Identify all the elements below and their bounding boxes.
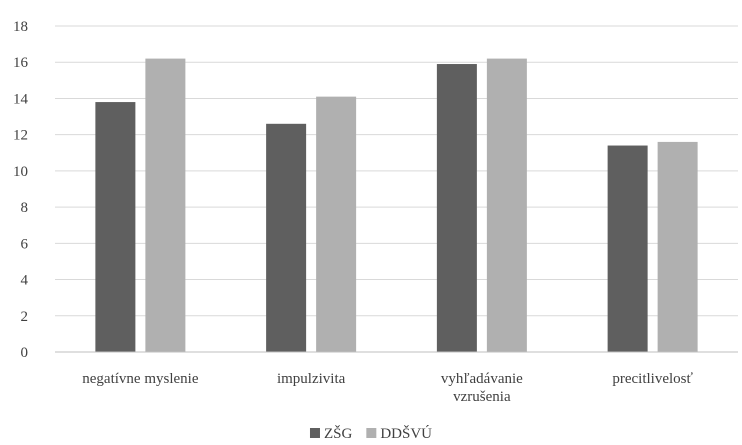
legend: ZŠG DDŠVÚ	[309, 425, 432, 442]
x-category-label: vyhľadávanie vzrušenia	[441, 371, 523, 405]
bar-ddsvu	[145, 58, 186, 352]
y-tick-label: 14	[13, 91, 29, 107]
bar-zsg	[95, 102, 136, 352]
y-tick-label: 6	[21, 236, 29, 252]
x-category-label-line: vyhľadávanie	[441, 371, 523, 387]
bar-ddsvu	[316, 96, 357, 352]
x-category-label: negatívne myslenie	[82, 371, 199, 387]
bar-ddsvu	[657, 141, 698, 352]
x-axis-category-labels: negatívne myslenie impulzivita vyhľadávani…	[82, 371, 693, 405]
y-tick-label: 10	[13, 164, 28, 180]
bar-zsg	[607, 145, 648, 352]
x-category-label-line: impulzivita	[277, 371, 346, 387]
y-tick-label: 18	[13, 19, 28, 35]
legend-label: ZŠG	[324, 425, 353, 442]
y-tick-label: 12	[13, 128, 28, 144]
x-category-label-line: vzrušenia	[453, 389, 511, 405]
bar-ddsvu	[486, 58, 527, 352]
bars	[95, 58, 698, 353]
y-tick-label: 4	[21, 273, 29, 289]
x-category-label: impulzivita	[277, 371, 346, 387]
y-tick-label: 8	[21, 200, 29, 216]
legend-swatch	[366, 428, 377, 438]
x-category-label-line: precitlivelosť	[612, 371, 693, 387]
legend-label: DDŠVÚ	[380, 425, 432, 442]
y-tick-label: 0	[21, 345, 29, 361]
legend-swatch	[309, 428, 320, 438]
bar-zsg	[436, 64, 477, 353]
y-tick-label: 2	[21, 309, 29, 325]
x-category-label: precitlivelosť	[612, 371, 693, 387]
y-tick-label: 16	[13, 55, 29, 71]
x-category-label-line: negatívne myslenie	[82, 371, 199, 387]
bar-zsg	[266, 123, 307, 352]
y-axis-ticks: 0 2 4 6 8 10 12 14 16 18	[13, 19, 29, 361]
